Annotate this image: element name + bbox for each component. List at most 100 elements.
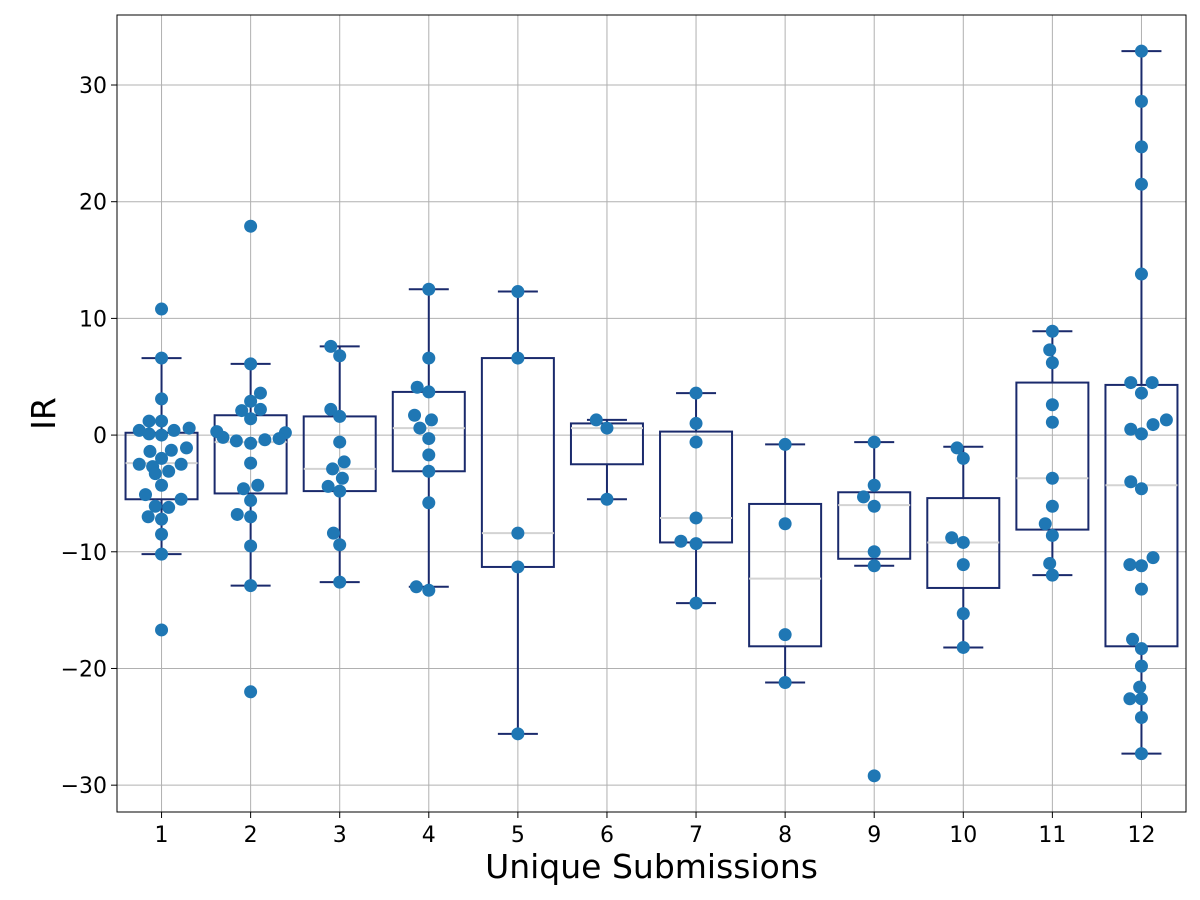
data-point [674, 534, 688, 548]
grid-lines [117, 15, 1186, 812]
data-point [1134, 582, 1148, 596]
x-tick-label: 6 [600, 823, 614, 848]
data-point [162, 500, 176, 514]
data-point [335, 471, 349, 485]
data-point [333, 409, 347, 423]
data-point [182, 421, 196, 435]
data-point [333, 484, 347, 498]
data-point [1134, 559, 1148, 573]
data-point [1134, 177, 1148, 191]
data-point [689, 537, 703, 551]
points-9 [857, 435, 881, 783]
data-point [867, 559, 881, 573]
data-point [956, 607, 970, 621]
data-point [174, 492, 188, 506]
data-point [867, 545, 881, 559]
x-tick-label: 10 [949, 823, 977, 848]
data-point [244, 685, 258, 699]
data-point [1159, 413, 1173, 427]
data-point [244, 219, 258, 233]
data-point [333, 575, 347, 589]
y-tick-label: 20 [79, 191, 107, 216]
x-tick-label: 7 [689, 823, 703, 848]
data-point [1134, 692, 1148, 706]
scatter-points [132, 44, 1173, 783]
data-point [253, 386, 267, 400]
points-4 [408, 282, 438, 597]
data-point [408, 408, 422, 422]
data-point [244, 539, 258, 553]
data-point [333, 435, 347, 449]
data-point [253, 402, 267, 416]
data-point [272, 432, 286, 446]
data-point [139, 488, 153, 502]
data-point [1045, 415, 1059, 429]
y-tick-label: 30 [79, 74, 107, 99]
data-point [1043, 556, 1057, 570]
x-tick-label: 12 [1127, 823, 1155, 848]
points-5 [511, 285, 525, 741]
data-point [1124, 475, 1138, 489]
data-point [950, 441, 964, 455]
data-point [422, 432, 436, 446]
data-point [230, 507, 244, 521]
data-point [321, 479, 335, 493]
data-point [410, 380, 424, 394]
data-point [244, 436, 258, 450]
data-point [424, 413, 438, 427]
points-1 [132, 302, 196, 637]
data-point [857, 490, 871, 504]
data-point [155, 351, 169, 365]
box-body [837, 491, 912, 560]
data-point [600, 421, 614, 435]
y-tick-label: 10 [79, 307, 107, 332]
data-point [324, 402, 338, 416]
data-point [1134, 267, 1148, 281]
data-point [1134, 710, 1148, 724]
data-point [155, 392, 169, 406]
data-point [1146, 551, 1160, 565]
points-7 [674, 386, 703, 610]
data-point [148, 467, 162, 481]
data-point [179, 441, 193, 455]
data-point [1123, 692, 1137, 706]
data-point [141, 510, 155, 524]
data-point [422, 583, 436, 597]
data-point [1045, 499, 1059, 513]
data-point [1045, 398, 1059, 412]
data-point [956, 640, 970, 654]
data-point [244, 510, 258, 524]
data-point [956, 451, 970, 465]
data-point [422, 282, 436, 296]
data-point [162, 464, 176, 478]
x-axis-label: Unique Submissions [485, 847, 818, 886]
data-point [422, 351, 436, 365]
data-point [1043, 343, 1057, 357]
points-8 [778, 437, 792, 689]
data-point [155, 302, 169, 316]
data-point [324, 339, 338, 353]
data-point [422, 385, 436, 399]
data-point [244, 456, 258, 470]
data-point [326, 462, 340, 476]
data-point [155, 478, 169, 492]
data-point [778, 437, 792, 451]
data-point [1124, 376, 1138, 390]
data-point [409, 580, 423, 594]
data-point [1146, 418, 1160, 432]
data-point [778, 628, 792, 642]
data-point [244, 579, 258, 593]
data-point [589, 413, 603, 427]
data-point [511, 727, 525, 741]
data-point [1134, 642, 1148, 656]
data-point [244, 412, 258, 426]
box-plot-series [124, 50, 1179, 755]
points-6 [589, 413, 614, 506]
data-point [155, 428, 169, 442]
data-point [1134, 44, 1148, 58]
data-point [142, 427, 156, 441]
data-point [216, 430, 230, 444]
data-point [337, 455, 351, 469]
